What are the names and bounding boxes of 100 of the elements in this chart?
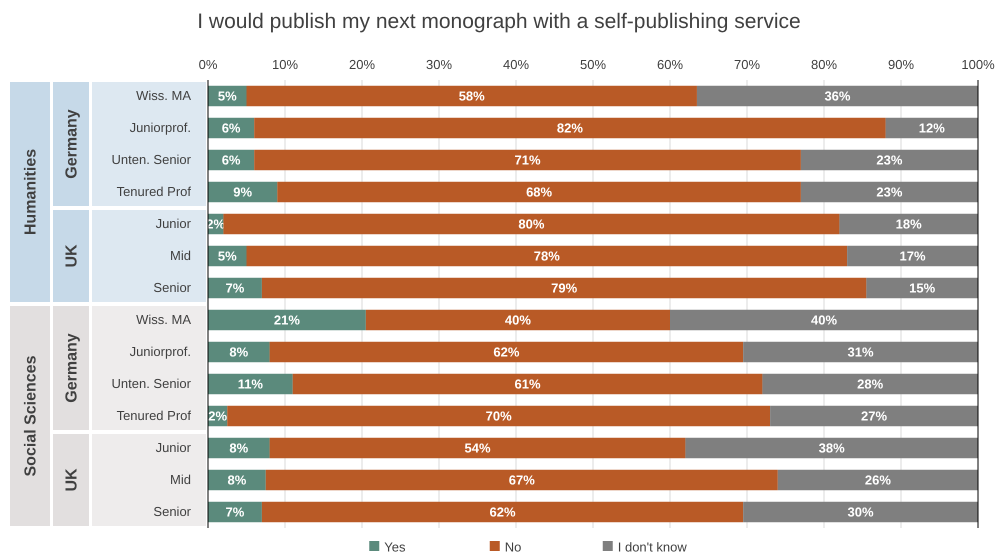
data-label: 6% <box>222 152 241 168</box>
bar <box>670 310 978 330</box>
bar <box>770 406 978 426</box>
data-label: 62% <box>490 504 516 520</box>
y-tick-label: Wiss. MA <box>136 312 192 328</box>
data-label: 70% <box>486 408 512 424</box>
data-label: 12% <box>918 120 946 136</box>
data-label: 23% <box>876 152 903 168</box>
bar <box>778 470 978 490</box>
bar <box>366 310 670 330</box>
chart-title: I would publish my next monograph with a self-publishing service <box>197 10 801 33</box>
text: UK <box>64 244 81 268</box>
bar <box>696 86 978 106</box>
data-label: 6% <box>222 120 241 136</box>
y-tick-label: Mid <box>170 472 191 488</box>
data-label: 82% <box>556 120 584 136</box>
data-label: 23% <box>876 184 903 200</box>
bar <box>886 118 978 138</box>
data-label: 61% <box>514 376 541 392</box>
data-label: 8% <box>227 472 247 488</box>
y-tick-label: Senior <box>153 504 192 520</box>
data-label: 7% <box>226 280 245 296</box>
x-tick-label: 30% <box>426 57 452 72</box>
bar <box>223 214 840 234</box>
x-tick-label: 40% <box>502 57 530 72</box>
bar <box>246 246 848 266</box>
x-tick-label: 90% <box>888 57 914 72</box>
text: Humanities <box>22 148 40 236</box>
x-tick-label: 60% <box>656 57 684 72</box>
bar <box>762 374 978 394</box>
x-tick-label: 0% <box>198 57 218 72</box>
data-label: 36% <box>824 88 851 104</box>
x-tick-label: 100% <box>961 57 996 72</box>
bar <box>743 342 978 362</box>
y-tick-label: Juniorprof. <box>130 120 191 136</box>
bar <box>270 438 686 458</box>
bar <box>839 214 978 234</box>
bar <box>800 150 978 170</box>
bar <box>743 502 978 522</box>
data-label: 9% <box>233 184 252 200</box>
x-tick-label: 70% <box>734 57 760 72</box>
text: Germany <box>64 333 81 403</box>
bar <box>266 470 778 490</box>
data-label: 67% <box>508 472 536 488</box>
data-label: 31% <box>848 344 874 360</box>
y-tick-label: Senior <box>153 280 192 296</box>
bar <box>254 118 886 138</box>
text: Social Sciences <box>22 355 40 476</box>
x-tick-label: 10% <box>272 57 298 72</box>
bar <box>685 438 978 458</box>
data-label: 2% <box>208 408 228 424</box>
bar <box>847 246 978 266</box>
data-label: 5% <box>218 88 238 104</box>
data-label: 8% <box>229 344 249 360</box>
y-tick-label: Tenured Prof <box>116 184 192 200</box>
y-tick-label: Unten. Senior <box>112 152 192 168</box>
bar <box>292 374 762 394</box>
data-label: 11% <box>238 376 264 392</box>
text: UK <box>64 468 81 492</box>
data-label: 7% <box>226 504 245 520</box>
y-tick-label: Juniorprof. <box>130 344 191 360</box>
bar <box>270 342 744 362</box>
data-label: 40% <box>504 312 532 328</box>
data-label: 40% <box>810 312 838 328</box>
x-tick-label: 50% <box>580 57 606 72</box>
legend-label: I don't know <box>618 540 688 555</box>
data-label: 26% <box>864 472 892 488</box>
bar <box>262 502 744 522</box>
bar <box>254 150 801 170</box>
data-label: 18% <box>896 216 922 232</box>
bar <box>227 406 770 426</box>
text: Germany <box>64 109 81 179</box>
data-label: 8% <box>229 440 249 456</box>
data-label: 30% <box>848 504 874 520</box>
data-label: 54% <box>464 440 491 456</box>
data-label: 80% <box>518 216 545 232</box>
data-label: 21% <box>274 312 300 328</box>
bar <box>246 86 697 106</box>
data-label: 71% <box>514 152 541 168</box>
x-tick-label: 20% <box>348 57 376 72</box>
bar <box>208 310 366 330</box>
data-label: 38% <box>818 440 846 456</box>
x-tick-label: 80% <box>810 57 838 72</box>
bar <box>277 182 801 202</box>
data-label: 17% <box>900 248 926 264</box>
data-label: 68% <box>526 184 553 200</box>
y-tick-label: Unten. Senior <box>112 376 192 392</box>
y-tick-label: Mid <box>170 248 191 264</box>
data-label: 58% <box>458 88 486 104</box>
legend-label: No <box>504 540 522 555</box>
y-tick-label: Wiss. MA <box>136 88 192 104</box>
data-label: 28% <box>857 376 884 392</box>
data-label: 15% <box>909 280 936 296</box>
data-label: 27% <box>861 408 888 424</box>
data-label: 62% <box>493 344 520 360</box>
bar <box>866 278 978 298</box>
y-tick-label: Junior <box>156 216 192 232</box>
bar <box>262 278 866 298</box>
y-tick-label: Junior <box>156 440 192 456</box>
data-label: 79% <box>551 280 578 296</box>
